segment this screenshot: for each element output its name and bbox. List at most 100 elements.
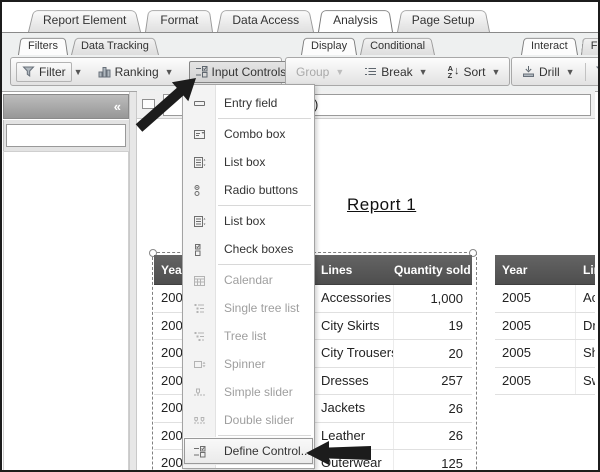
menu-item-label: Check boxes [224, 242, 294, 256]
tab-label: Format [160, 13, 199, 27]
toolbar-separator [584, 62, 586, 81]
quantity-cell: 20 [448, 345, 463, 361]
menu-item-label: Tree list [224, 329, 267, 343]
filter-bar-button[interactable]: Fi [591, 63, 598, 81]
menu-item-list-box[interactable]: List box [183, 148, 314, 176]
menu-separator [218, 118, 311, 119]
tab-analysis[interactable]: Analysis [318, 8, 393, 32]
quantity-cell: 125 [441, 455, 463, 470]
sort-button-label: Sort [463, 64, 486, 79]
tab-label: Analysis [333, 13, 378, 27]
drill-dropdown-caret[interactable]: ▼ [565, 66, 575, 77]
column-header-year: Year [502, 262, 528, 277]
line-cell: City Trousers [314, 340, 394, 367]
menu-item-label: Single tree list [224, 301, 300, 315]
menu-item-label: Simple slider [224, 385, 293, 399]
input-controls-button-label: Input Controls [211, 64, 287, 79]
ribbon-group-display: Display Conditional Group ▼ Break ▼ [285, 35, 510, 86]
ribbon-group-filters: Filters Data Tracking Filter ▼ Ranking [10, 35, 321, 86]
subtab-data-tracking[interactable]: Data Tracking [71, 36, 159, 55]
sort-az-icon: A Z ↓ [447, 63, 460, 80]
quantity-cell: 26 [448, 428, 463, 444]
formula-widget-icon[interactable] [142, 99, 155, 109]
menu-item-radio-buttons[interactable]: Radio buttons [183, 176, 314, 204]
input-controls-menu: Entry field Combo box List box Radio but… [182, 84, 315, 469]
tab-page-setup[interactable]: Page Setup [397, 8, 490, 32]
ranking-button[interactable]: Ranking ▼ [93, 63, 179, 81]
interact-toolbar: Drill ▼ Fi [511, 57, 598, 86]
selection-handle[interactable] [149, 249, 157, 257]
column-header-quantity-sold: Quantity sold [394, 262, 471, 277]
ranking-icon [98, 65, 111, 78]
line-cell: Jackets [314, 395, 394, 422]
sort-dropdown-caret[interactable]: ▼ [491, 66, 501, 77]
column-header-lines: Lines [321, 262, 353, 277]
line-cell: Leather [314, 422, 394, 449]
group-dropdown-caret: ▼ [335, 66, 345, 77]
filter-dropdown-caret[interactable]: ▼ [73, 66, 83, 77]
subtab-filters[interactable]: Filters [18, 36, 68, 55]
tab-label: Page Setup [411, 13, 475, 27]
subtab-interact[interactable]: Interact [521, 36, 578, 55]
menu-item-label: Radio buttons [224, 183, 299, 197]
menu-item-define-control[interactable]: Define Control... [183, 437, 314, 465]
side-panel-search-input[interactable] [6, 124, 126, 147]
line-cell: Sw [576, 368, 595, 395]
table-row[interactable]: 2005 Sw [495, 367, 595, 395]
panel-splitter[interactable] [129, 92, 137, 470]
break-dropdown-caret[interactable]: ▼ [418, 66, 428, 77]
tab-report-element[interactable]: Report Element [28, 8, 141, 32]
table-row[interactable]: 2005 Shi [495, 340, 595, 368]
column-header-year: Year [161, 262, 187, 277]
line-cell: Dre [576, 313, 595, 340]
menu-item-label: Combo box [224, 127, 286, 141]
display-toolbar: Group ▼ Break ▼ A Z ↓ Sort ▼ [285, 57, 510, 86]
line-cell: Dresses [314, 367, 394, 394]
tab-data-access[interactable]: Data Access [217, 8, 314, 32]
selection-handle[interactable] [469, 249, 477, 257]
spinner-icon [183, 358, 215, 371]
subtab-conditional[interactable]: Conditional [360, 36, 435, 55]
menu-item-check-boxes[interactable]: Check boxes [183, 235, 314, 263]
break-button[interactable]: Break ▼ [359, 63, 432, 81]
combo-box-icon [183, 128, 215, 141]
define-control-icon [183, 445, 215, 458]
menu-item-double-slider: Double slider [183, 406, 314, 434]
table-row[interactable]: 2005 Acc [495, 285, 595, 313]
table-row[interactable]: 2005 Dre [495, 312, 595, 340]
collapse-panel-button[interactable]: « [113, 99, 121, 114]
menu-item-list-box-2[interactable]: List box [183, 207, 314, 235]
subtab-label: Conditional [370, 40, 426, 52]
menu-item-label: Entry field [224, 96, 278, 110]
year-cell: 2005 [495, 367, 576, 394]
ranking-button-label: Ranking [114, 64, 159, 79]
tab-label: Data Access [232, 13, 300, 27]
right-table-header-row: Year Lin [495, 255, 595, 285]
line-cell: Acc [576, 285, 595, 312]
filter-button[interactable]: Filter [16, 61, 72, 82]
filter-button-label: Filter [39, 64, 66, 79]
report-title: Report 1 [347, 195, 417, 214]
quantity-cell: 257 [441, 373, 463, 389]
side-panel-search-area [3, 120, 129, 151]
ranking-dropdown-caret[interactable]: ▼ [164, 66, 174, 77]
tab-format[interactable]: Format [145, 8, 213, 32]
menu-item-entry-field[interactable]: Entry field [183, 89, 314, 117]
column-header-lines: Lin [583, 262, 595, 277]
menu-item-label: Calendar [224, 273, 273, 287]
menu-item-label: Define Control... [224, 444, 311, 458]
tab-label: Report Element [43, 13, 127, 27]
drill-button[interactable]: Drill ▼ [517, 63, 580, 81]
break-icon [364, 65, 377, 78]
menu-separator [218, 435, 311, 436]
sort-button[interactable]: A Z ↓ Sort ▼ [443, 63, 506, 81]
list-box-icon [183, 215, 215, 228]
menu-item-tree-list: Tree list [183, 322, 314, 350]
subtab-display[interactable]: Display [301, 36, 357, 55]
subtab-functions[interactable]: Fun [581, 36, 598, 55]
side-panel-header: « [3, 94, 129, 119]
quantity-cell: 26 [448, 400, 463, 416]
menu-item-label: Double slider [224, 413, 295, 427]
menu-item-combo-box[interactable]: Combo box [183, 120, 314, 148]
